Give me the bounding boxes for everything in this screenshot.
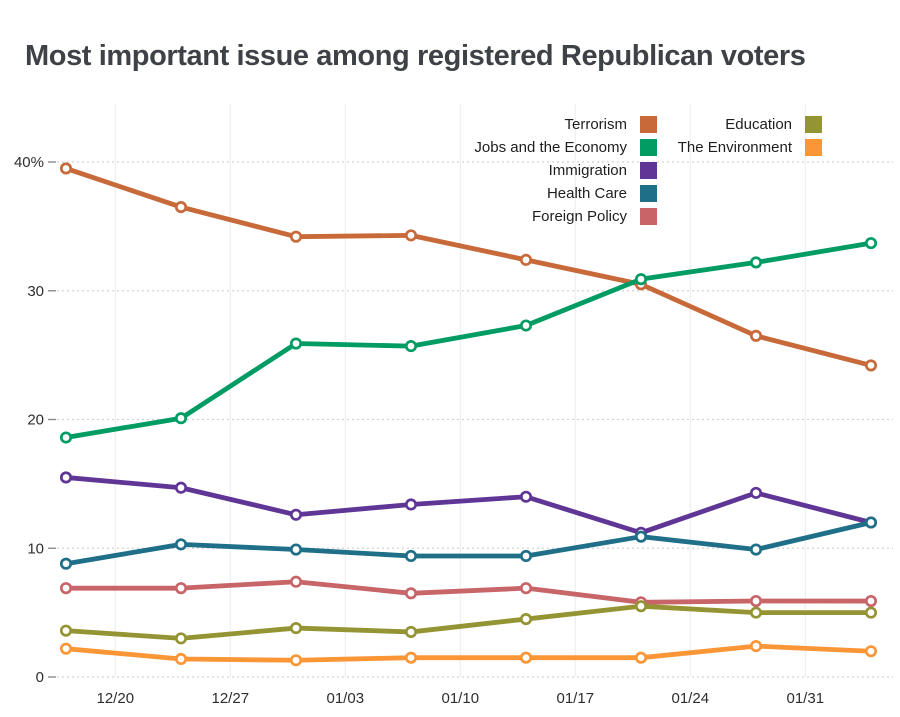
legend-swatch-jobs-economy bbox=[640, 139, 657, 156]
data-point-immigration-4[interactable] bbox=[519, 490, 533, 503]
y-tick-label-40: 40% bbox=[14, 154, 44, 171]
data-point-foreign-policy-3[interactable] bbox=[404, 587, 418, 600]
data-point-jobs-economy-6[interactable] bbox=[749, 256, 763, 269]
legend-item-foreign-policy: Foreign Policy bbox=[300, 205, 657, 228]
data-point-foreign-policy-0[interactable] bbox=[59, 582, 73, 595]
data-point-jobs-economy-7[interactable] bbox=[864, 237, 878, 250]
data-point-jobs-economy-4[interactable] bbox=[519, 319, 533, 332]
y-tick-label-20: 20 bbox=[27, 412, 44, 429]
x-tick-label-12-20: 12/20 bbox=[97, 690, 135, 707]
series-line-education bbox=[63, 603, 874, 641]
legend-item-environment: The Environment bbox=[622, 136, 822, 159]
legend-item-immigration: Immigration bbox=[300, 159, 657, 182]
data-point-jobs-economy-5[interactable] bbox=[634, 273, 648, 286]
y-tick-label-10: 10 bbox=[27, 540, 44, 557]
data-point-education-7[interactable] bbox=[864, 606, 878, 619]
data-point-foreign-policy-1[interactable] bbox=[174, 582, 188, 595]
data-point-health-care-3[interactable] bbox=[404, 549, 418, 563]
legend-swatch-immigration bbox=[640, 162, 657, 179]
legend-swatch-terrorism bbox=[640, 116, 657, 133]
data-point-education-4[interactable] bbox=[519, 613, 533, 626]
data-point-immigration-3[interactable] bbox=[404, 498, 418, 511]
data-point-environment-6[interactable] bbox=[749, 640, 763, 653]
data-point-health-care-1[interactable] bbox=[174, 538, 188, 551]
data-point-education-6[interactable] bbox=[749, 606, 763, 619]
legend-swatch-education bbox=[805, 116, 822, 133]
data-point-immigration-1[interactable] bbox=[174, 481, 188, 494]
data-point-environment-0[interactable] bbox=[59, 642, 73, 655]
legend-label-environment: The Environment bbox=[677, 139, 792, 156]
data-point-environment-7[interactable] bbox=[864, 645, 878, 658]
data-point-immigration-2[interactable] bbox=[289, 508, 303, 521]
data-point-jobs-economy-0[interactable] bbox=[59, 431, 73, 444]
data-point-immigration-0[interactable] bbox=[59, 471, 73, 484]
series-line-foreign-policy bbox=[63, 579, 874, 605]
data-point-environment-4[interactable] bbox=[519, 651, 533, 664]
data-point-health-care-5[interactable] bbox=[634, 530, 648, 543]
x-tick-label-01-03: 01/03 bbox=[327, 690, 365, 707]
legend-item-education: Education bbox=[622, 113, 822, 136]
data-point-education-5[interactable] bbox=[634, 600, 648, 613]
legend-label-foreign-policy: Foreign Policy bbox=[531, 208, 627, 225]
data-point-foreign-policy-7[interactable] bbox=[864, 594, 878, 608]
data-point-environment-5[interactable] bbox=[634, 651, 648, 664]
data-point-terrorism-2[interactable] bbox=[289, 230, 303, 243]
data-point-education-1[interactable] bbox=[174, 632, 188, 645]
x-tick-label-01-10: 01/10 bbox=[442, 690, 480, 707]
data-point-jobs-economy-1[interactable] bbox=[174, 412, 188, 425]
data-point-immigration-6[interactable] bbox=[749, 486, 763, 499]
legend-swatch-health-care bbox=[640, 185, 657, 202]
y-tick-label-30: 30 bbox=[27, 283, 44, 300]
data-point-terrorism-3[interactable] bbox=[404, 229, 418, 242]
data-point-jobs-economy-2[interactable] bbox=[289, 337, 303, 350]
data-point-environment-2[interactable] bbox=[289, 654, 303, 667]
data-point-health-care-7[interactable] bbox=[864, 516, 878, 529]
data-point-health-care-6[interactable] bbox=[749, 543, 763, 556]
data-point-education-3[interactable] bbox=[404, 625, 418, 638]
x-tick-label-01-17: 01/17 bbox=[557, 690, 595, 707]
data-point-foreign-policy-6[interactable] bbox=[749, 594, 763, 608]
data-point-terrorism-1[interactable] bbox=[174, 201, 188, 214]
legend-column-2: Education The Environment bbox=[622, 113, 822, 159]
series-line-immigration bbox=[63, 475, 874, 536]
series-line-jobs-economy bbox=[63, 240, 874, 440]
series-line-environment bbox=[63, 643, 874, 663]
data-point-health-care-4[interactable] bbox=[519, 549, 533, 563]
legend-label-jobs-economy: Jobs and the Economy bbox=[474, 139, 627, 156]
data-point-foreign-policy-2[interactable] bbox=[289, 575, 303, 588]
data-point-foreign-policy-4[interactable] bbox=[519, 582, 533, 595]
data-point-terrorism-4[interactable] bbox=[519, 253, 533, 266]
data-point-jobs-economy-3[interactable] bbox=[404, 340, 418, 353]
data-point-environment-3[interactable] bbox=[404, 651, 418, 664]
data-point-terrorism-7[interactable] bbox=[864, 359, 878, 372]
data-point-education-0[interactable] bbox=[59, 624, 73, 637]
data-point-environment-1[interactable] bbox=[174, 652, 188, 666]
legend-swatch-foreign-policy bbox=[640, 208, 657, 225]
legend-label-health-care: Health Care bbox=[546, 185, 627, 202]
series-line-health-care bbox=[63, 520, 874, 567]
legend-item-terrorism: Terrorism bbox=[300, 113, 657, 136]
data-point-terrorism-0[interactable] bbox=[59, 162, 73, 175]
x-tick-label-12-27: 12/27 bbox=[212, 690, 250, 707]
legend-label-terrorism: Terrorism bbox=[564, 116, 628, 133]
y-tick-label-0: 0 bbox=[36, 669, 44, 686]
legend-item-jobs-economy: Jobs and the Economy bbox=[300, 136, 657, 159]
chart-title: Most important issue among registered Re… bbox=[25, 40, 806, 72]
legend-item-health-care: Health Care bbox=[300, 182, 657, 205]
series-line-terrorism bbox=[63, 166, 874, 368]
data-point-health-care-2[interactable] bbox=[289, 543, 303, 556]
legend-label-education: Education bbox=[725, 116, 792, 133]
legend-swatch-environment bbox=[805, 139, 822, 156]
data-point-health-care-0[interactable] bbox=[59, 557, 73, 570]
legend-label-immigration: Immigration bbox=[548, 162, 627, 179]
x-tick-label-01-24: 01/24 bbox=[672, 690, 710, 707]
data-point-terrorism-6[interactable] bbox=[749, 329, 763, 342]
legend-column-1: Terrorism Jobs and the Economy Immigration… bbox=[300, 113, 657, 228]
x-tick-label-01-31: 01/31 bbox=[787, 690, 825, 707]
data-point-education-2[interactable] bbox=[289, 622, 303, 635]
